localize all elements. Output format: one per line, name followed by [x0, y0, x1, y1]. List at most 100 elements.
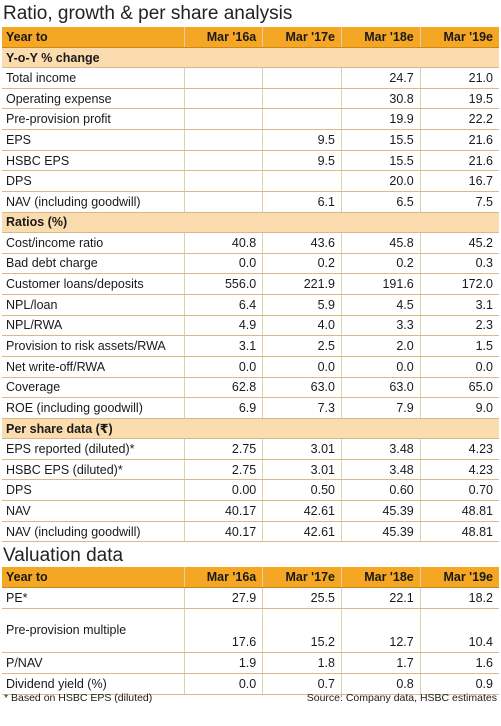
cell-value: 63.0 [262, 377, 342, 399]
cell-value: 0.50 [262, 479, 342, 502]
row-label: EPS [2, 129, 185, 151]
table-row: Operating expense 30.8 19.5 [2, 88, 499, 110]
report: Ratio, growth & per share analysis Year … [2, 3, 499, 695]
cell-value: 45.39 [341, 521, 421, 543]
cell-value: 30.8 [341, 88, 421, 110]
row-label: Cost/income ratio [2, 232, 185, 254]
cell-value: 12.7 [341, 608, 421, 654]
cell-value: 9.5 [262, 150, 342, 172]
cell-value: 21.6 [420, 129, 499, 151]
row-label: NAV (including goodwill) [2, 191, 185, 213]
cell-value: 45.2 [420, 232, 499, 254]
cell-value: 9.5 [262, 129, 342, 151]
table-row: PE* 27.9 25.5 22.1 18.2 [2, 587, 499, 610]
row-label: NAV [2, 500, 185, 522]
cell-value [184, 150, 264, 172]
ratio-table: Year to Mar '16a Mar '17e Mar '18e Mar '19e Y… [2, 27, 499, 543]
row-label: Pre-provision profit [2, 108, 185, 131]
header-row: Year to Mar '16a Mar '17e Mar '18e Mar '19e [2, 567, 499, 589]
cell-value: 191.6 [341, 273, 421, 295]
footer: * Based on HSBC EPS (diluted) Source: Co… [2, 692, 499, 704]
cell-value [184, 191, 264, 213]
cell-value: 2.5 [262, 335, 342, 357]
cell-value: 5.9 [262, 294, 342, 316]
cell-value: 7.5 [420, 191, 499, 213]
row-label: DPS [2, 170, 185, 193]
cell-value: 0.0 [341, 356, 421, 378]
cell-value: 0.7 [262, 673, 342, 695]
cell-value: 4.9 [184, 315, 264, 337]
row-label: ROE (including goodwill) [2, 397, 185, 419]
table-row: Pre-provision multiple 17.6 15.2 12.7 10.4 [2, 608, 499, 654]
column-header: Mar '19e [420, 27, 499, 48]
row-label: HSBC EPS [2, 150, 185, 172]
cell-value: 48.81 [420, 521, 499, 543]
cell-value: 1.5 [420, 335, 499, 357]
cell-value: 6.5 [341, 191, 421, 213]
cell-value: 0.0 [420, 356, 499, 378]
section-heading: Y-o-Y % change [2, 47, 499, 68]
table-row: NAV 40.17 42.61 45.39 48.81 [2, 500, 499, 522]
cell-value: 15.5 [341, 129, 421, 151]
section-row: Per share data (₹) [2, 418, 499, 439]
table-row: DPS 20.0 16.7 [2, 170, 499, 193]
cell-value: 22.1 [341, 587, 421, 610]
table-row: NAV (including goodwill) 40.17 42.61 45.39 4… [2, 521, 499, 543]
cell-value: 10.4 [420, 608, 499, 654]
cell-value: 0.0 [184, 673, 264, 695]
valuation-title: Valuation data [3, 545, 124, 567]
cell-value: 16.7 [420, 170, 499, 193]
column-header: Year to [2, 27, 185, 48]
row-label: NPL/RWA [2, 315, 185, 337]
cell-value: 0.60 [341, 479, 421, 502]
table-row: Pre-provision profit 19.9 22.2 [2, 108, 499, 131]
cell-value: 19.5 [420, 88, 499, 110]
cell-value: 63.0 [341, 377, 421, 399]
cell-value: 3.1 [420, 294, 499, 316]
cell-value [184, 88, 264, 110]
cell-value: 6.9 [184, 397, 264, 419]
row-label: PE* [2, 587, 185, 610]
cell-value: 3.48 [341, 438, 421, 460]
cell-value: 4.23 [420, 459, 499, 481]
cell-value: 15.2 [262, 608, 342, 654]
cell-value: 15.5 [341, 150, 421, 172]
cell-value: 4.0 [262, 315, 342, 337]
cell-value: 6.1 [262, 191, 342, 213]
cell-value: 48.81 [420, 500, 499, 522]
row-label: Dividend yield (%) [2, 673, 185, 695]
table-row: Provision to risk assets/RWA 3.1 2.5 2.0 1.5 [2, 335, 499, 357]
table-row: NPL/RWA 4.9 4.0 3.3 2.3 [2, 315, 499, 337]
table-row: ROE (including goodwill) 6.9 7.3 7.9 9.0 [2, 397, 499, 419]
table-row: Customer loans/deposits 556.0 221.9 191.6 17… [2, 273, 499, 295]
cell-value: 40.17 [184, 500, 264, 522]
table-row: HSBC EPS 9.5 15.5 21.6 [2, 150, 499, 172]
cell-value: 2.75 [184, 438, 264, 460]
cell-value: 3.3 [341, 315, 421, 337]
cell-value: 221.9 [262, 273, 342, 295]
cell-value: 42.61 [262, 521, 342, 543]
cell-value: 0.00 [184, 479, 264, 502]
cell-value: 2.0 [341, 335, 421, 357]
cell-value: 40.8 [184, 232, 264, 254]
row-label: HSBC EPS (diluted)* [2, 459, 185, 481]
table-row: NAV (including goodwill) 6.1 6.5 7.5 [2, 191, 499, 213]
cell-value: 556.0 [184, 273, 264, 295]
cell-value: 0.8 [341, 673, 421, 695]
cell-value: 0.0 [262, 356, 342, 378]
cell-value: 1.6 [420, 652, 499, 674]
cell-value: 22.2 [420, 108, 499, 131]
cell-value: 0.3 [420, 253, 499, 275]
cell-value: 7.9 [341, 397, 421, 419]
table-row: Coverage 62.8 63.0 63.0 65.0 [2, 377, 499, 399]
cell-value: 3.01 [262, 459, 342, 481]
cell-value: 1.9 [184, 652, 264, 674]
cell-value: 21.0 [420, 67, 499, 89]
cell-value: 18.2 [420, 587, 499, 610]
footnote: * Based on HSBC EPS (diluted) [4, 692, 153, 704]
cell-value [184, 170, 264, 193]
cell-value: 4.5 [341, 294, 421, 316]
cell-value: 19.9 [341, 108, 421, 131]
cell-value [262, 108, 342, 131]
cell-value: 0.2 [341, 253, 421, 275]
